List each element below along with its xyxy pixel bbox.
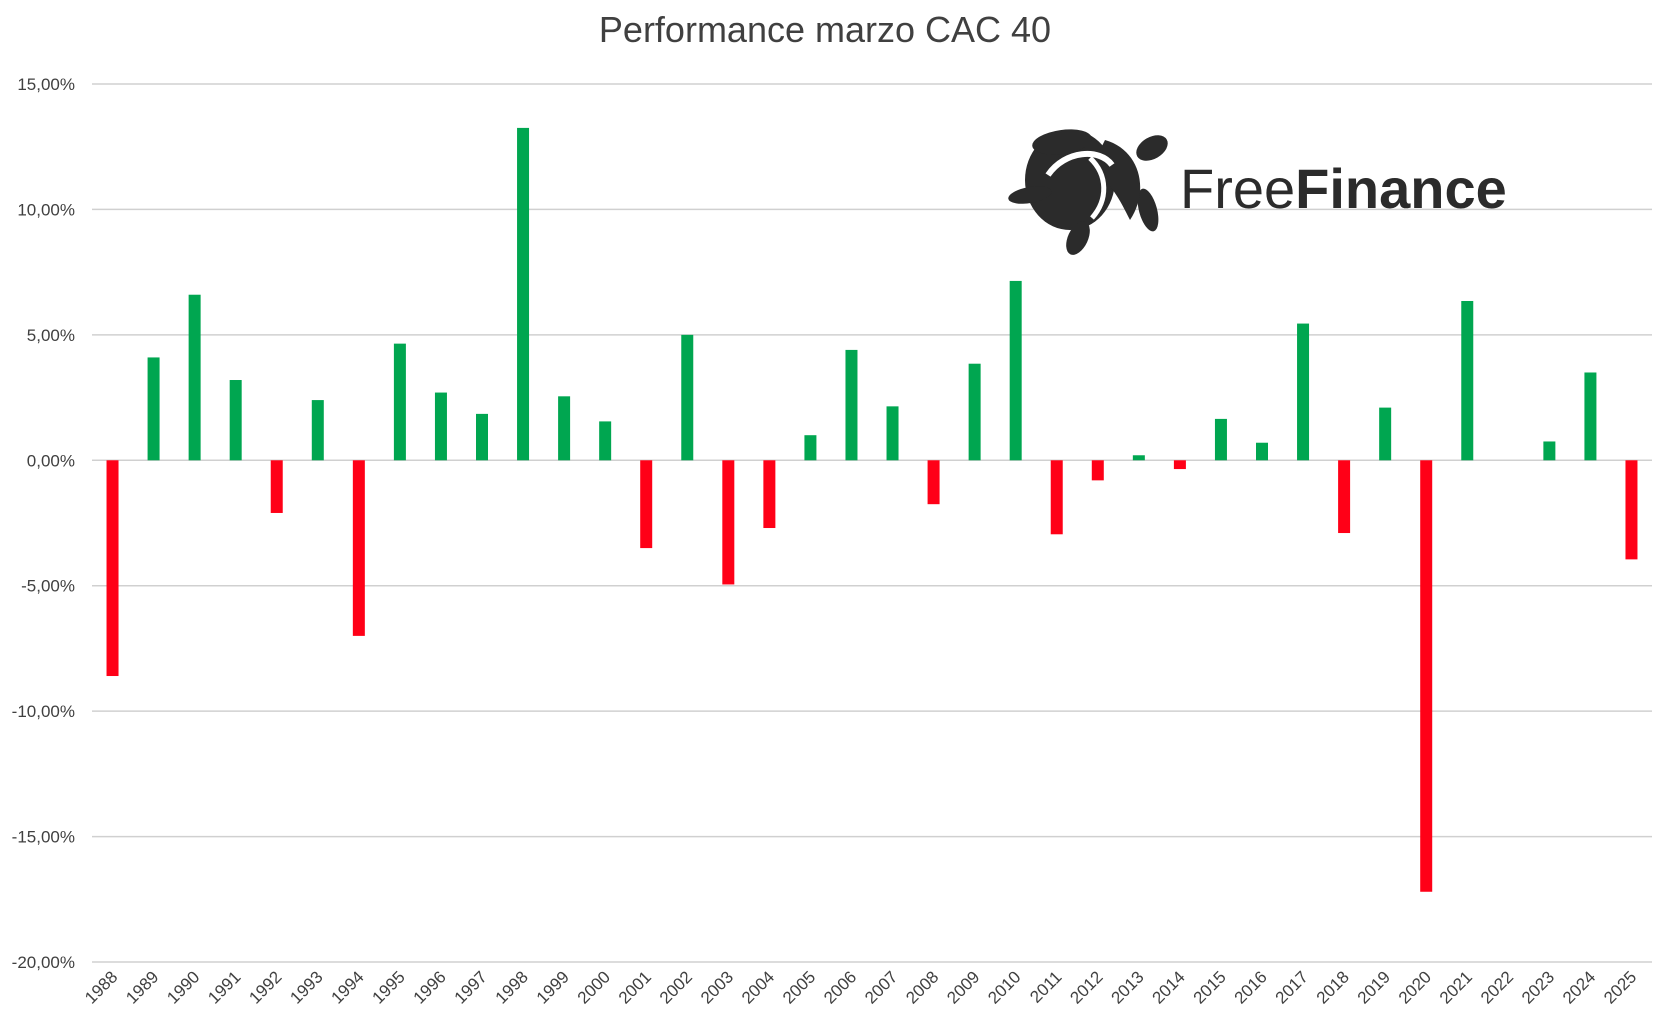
bar-2024 <box>1584 372 1597 461</box>
x-tick-label: 2017 <box>1272 967 1312 1007</box>
bar-2017 <box>1297 323 1310 461</box>
bar-1992 <box>270 460 283 513</box>
x-tick-label: 2018 <box>1313 967 1353 1007</box>
bar-2023 <box>1543 441 1556 461</box>
x-tick-label: 2012 <box>1066 967 1106 1007</box>
bar-1994 <box>352 460 365 636</box>
x-tick-label: 1992 <box>245 967 285 1007</box>
x-tick-label: 1999 <box>533 967 573 1007</box>
x-tick-label: 2008 <box>902 967 942 1007</box>
logo-brand-bold: Finance <box>1295 157 1507 220</box>
x-tick-label: 2023 <box>1518 967 1558 1007</box>
x-tick-label: 2001 <box>615 967 655 1007</box>
bar-1989 <box>147 357 160 461</box>
bar-2002 <box>681 334 694 461</box>
bar-2013 <box>1132 455 1145 461</box>
bar-2005 <box>804 435 817 461</box>
bar-2006 <box>845 349 858 461</box>
turtle-logo-icon <box>1008 129 1168 255</box>
bars <box>106 127 1638 892</box>
x-tick-label: 2002 <box>656 967 696 1007</box>
bar-1988 <box>106 460 119 677</box>
x-tick-label: 2021 <box>1436 967 1476 1007</box>
x-tick-label: 2015 <box>1190 967 1230 1007</box>
bar-2011 <box>1050 460 1063 535</box>
x-tick-label: 2006 <box>820 967 860 1007</box>
y-tick-label: 10,00% <box>17 200 75 219</box>
y-tick-label: 0,00% <box>27 451 75 470</box>
x-tick-label: 1993 <box>286 967 326 1007</box>
x-tick-label: 1995 <box>369 967 409 1007</box>
y-tick-label: -15,00% <box>12 828 75 847</box>
x-tick-label: 2003 <box>697 967 737 1007</box>
x-tick-label: 2019 <box>1354 967 1394 1007</box>
x-tick-label: 2007 <box>861 967 901 1007</box>
bar-2018 <box>1338 460 1351 534</box>
x-tick-label: 2014 <box>1149 967 1189 1007</box>
bar-2010 <box>1009 280 1022 461</box>
x-tick-label: 2010 <box>984 967 1024 1007</box>
bar-2015 <box>1214 418 1227 461</box>
x-tick-label: 1997 <box>451 967 491 1007</box>
x-tick-label: 2009 <box>943 967 983 1007</box>
logo-wordmark: FreeFinance <box>1180 157 1507 220</box>
x-tick-label: 2016 <box>1231 967 1271 1007</box>
bar-1995 <box>393 343 406 461</box>
bar-2016 <box>1256 442 1268 461</box>
x-tick-label: 2022 <box>1477 967 1517 1007</box>
x-tick-label: 1991 <box>204 967 244 1007</box>
bar-1990 <box>188 294 201 461</box>
bar-1996 <box>434 392 447 461</box>
bar-2003 <box>722 460 735 585</box>
bar-2019 <box>1379 407 1392 461</box>
bar-2014 <box>1173 460 1186 470</box>
bar-1991 <box>229 380 242 461</box>
bar-2007 <box>886 406 899 461</box>
x-tick-label: 1998 <box>492 967 532 1007</box>
bar-2020 <box>1420 460 1433 892</box>
bar-2025 <box>1625 460 1638 560</box>
x-tick-label: 2013 <box>1107 967 1147 1007</box>
y-axis-ticks: 15,00% 10,00% 5,00% 0,00% -5,00% -10,00% -15,0… <box>12 75 75 972</box>
x-tick-label: 2024 <box>1559 967 1599 1007</box>
x-tick-label: 2000 <box>574 967 614 1007</box>
y-tick-label: 5,00% <box>27 326 75 345</box>
logo-brand-light: Free <box>1180 157 1295 220</box>
x-tick-label: 2005 <box>779 967 819 1007</box>
bar-2000 <box>599 421 612 461</box>
y-tick-label: -20,00% <box>12 953 75 972</box>
x-tick-label: 1990 <box>163 967 203 1007</box>
x-tick-label: 2004 <box>738 967 778 1007</box>
bar-2012 <box>1091 460 1104 481</box>
x-axis-ticks: 1988 1989 1990 1991 1992 1993 1994 1995 1996 1997… <box>81 967 1640 1007</box>
bar-1997 <box>476 413 488 461</box>
bar-2004 <box>763 460 776 529</box>
x-tick-label: 1988 <box>81 967 121 1007</box>
bar-2021 <box>1461 300 1474 461</box>
y-tick-label: 15,00% <box>17 75 75 94</box>
x-tick-label: 1994 <box>327 967 367 1007</box>
y-tick-label: -5,00% <box>21 577 75 596</box>
x-tick-label: 2020 <box>1395 967 1435 1007</box>
grid-lines <box>92 83 1652 963</box>
bar-1999 <box>558 396 571 461</box>
bar-1993 <box>311 400 324 461</box>
bar-2008 <box>927 460 940 505</box>
chart-title: Performance marzo CAC 40 <box>599 9 1051 50</box>
bar-2009 <box>968 363 981 461</box>
x-tick-label: 1989 <box>122 967 162 1007</box>
freefinance-logo: FreeFinance <box>1008 129 1507 255</box>
x-tick-label: 2025 <box>1600 967 1640 1007</box>
x-tick-label: 1996 <box>410 967 450 1007</box>
x-tick-label: 2011 <box>1026 967 1065 1006</box>
bar-1998 <box>517 127 530 461</box>
y-tick-label: -10,00% <box>12 702 75 721</box>
bar-2001 <box>640 460 653 549</box>
